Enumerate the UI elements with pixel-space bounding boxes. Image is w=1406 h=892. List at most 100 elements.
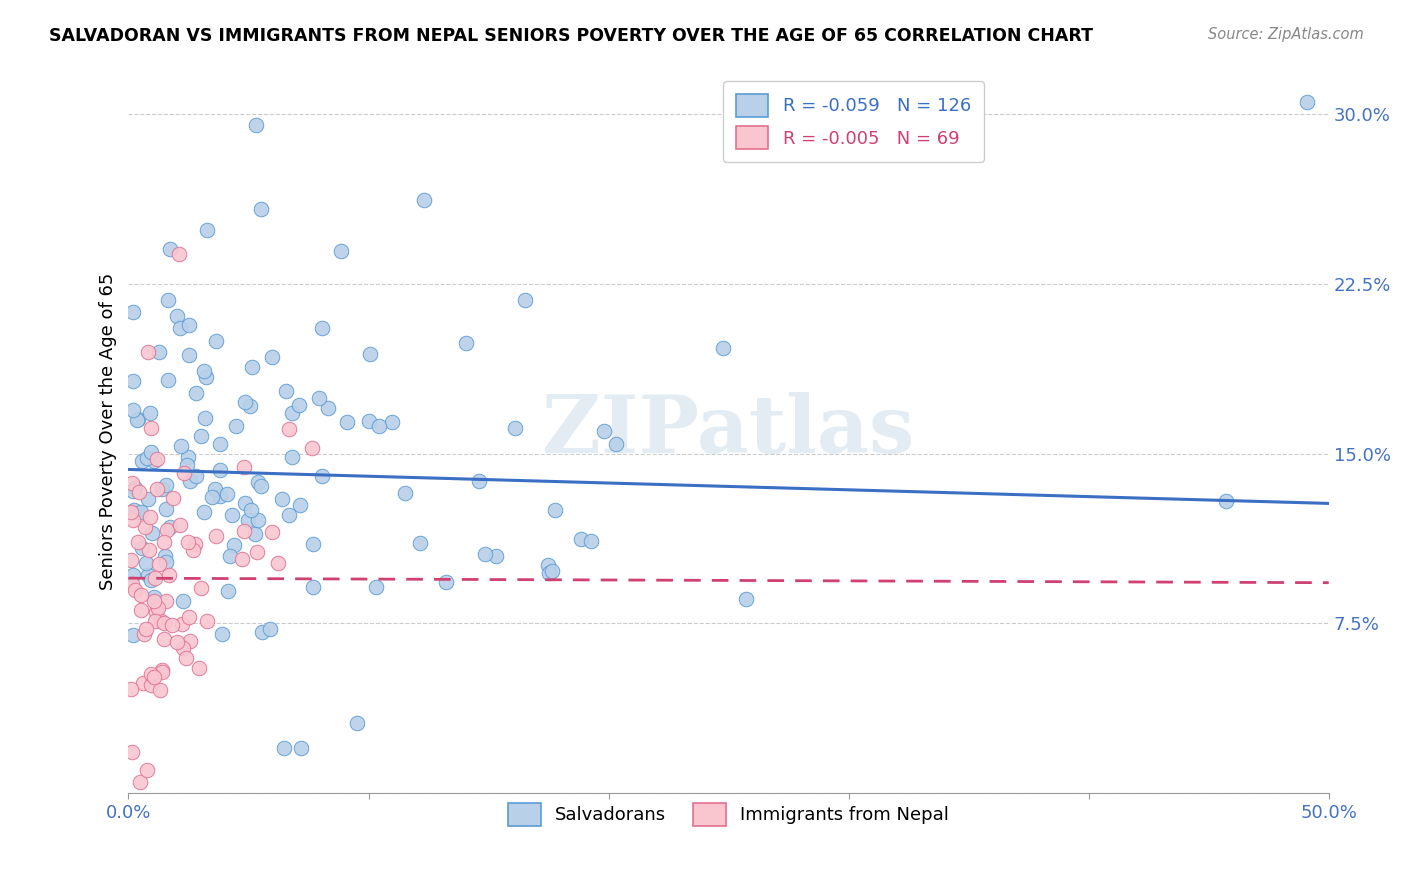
Point [134,520,156,534]
Point [537,558,560,572]
Point [778,141,800,155]
Point [136,491,159,506]
Point [136,344,159,359]
Text: SALVADORAN VS IMMIGRANTS FROM NEPAL SENIORS POVERTY OVER THE AGE OF 65 CORRELATI: SALVADORAN VS IMMIGRANTS FROM NEPAL SENI… [49,27,1094,45]
Point [287,399,309,413]
Point [301,537,323,551]
Y-axis label: Seniors Poverty Over the Age of 65: Seniors Poverty Over the Age of 65 [100,272,117,590]
Point [172,594,194,608]
Point [190,582,212,596]
Point [149,683,172,698]
Point [155,593,177,607]
Point [195,223,218,237]
Point [122,374,145,388]
Point [232,524,254,538]
Point [569,532,592,546]
Point [155,478,177,492]
Point [153,549,176,564]
Point [138,568,160,582]
Point [225,419,247,434]
Point [131,541,153,555]
Point [121,745,143,759]
Point [139,666,162,681]
Point [122,503,145,517]
Point [139,445,162,459]
Point [249,202,271,216]
Point [503,420,526,434]
Point [394,486,416,500]
Point [122,628,145,642]
Point [222,538,245,552]
Point [605,437,627,451]
Point [153,632,176,646]
Point [366,580,388,594]
Point [153,615,176,630]
Point [179,634,201,648]
Point [201,490,224,504]
Point [1296,95,1319,110]
Point [184,537,207,551]
Point [409,536,432,550]
Point [128,485,150,500]
Point [278,508,301,522]
Point [129,603,152,617]
Point [311,321,333,335]
Point [121,577,143,591]
Point [195,614,218,628]
Point [208,490,231,504]
Point [131,454,153,468]
Point [127,505,149,519]
Point [592,424,614,438]
Point [155,555,177,569]
Point [120,505,142,519]
Point [122,402,145,417]
Point [239,502,262,516]
Point [170,616,193,631]
Point [217,487,239,501]
Point [240,360,263,375]
Point [734,592,756,607]
Point [143,594,166,608]
Point [290,741,312,756]
Point [122,483,145,498]
Point [125,413,148,427]
Point [238,513,260,527]
Point [146,452,169,467]
Point [485,549,508,563]
Point [318,401,340,416]
Point [245,118,267,132]
Point [184,386,207,401]
Point [148,558,170,572]
Point [157,293,180,307]
Point [247,513,270,527]
Point [239,400,262,414]
Point [169,321,191,335]
Point [136,450,159,465]
Point [141,574,163,588]
Point [129,775,152,789]
Point [288,498,311,512]
Point [250,479,273,493]
Point [177,535,200,549]
Point [233,496,256,510]
Point [271,492,294,507]
Point [579,533,602,548]
Point [278,422,301,436]
Point [474,547,496,561]
Point [434,574,457,589]
Point [205,529,228,543]
Point [120,681,142,696]
Point [170,440,193,454]
Point [246,545,269,559]
Text: Source: ZipAtlas.com: Source: ZipAtlas.com [1208,27,1364,42]
Point [209,436,232,450]
Point [148,345,170,359]
Point [330,244,353,259]
Point [135,556,157,570]
Point [174,651,197,665]
Point [513,293,536,307]
Point [543,502,565,516]
Point [205,334,228,349]
Point [166,309,188,323]
Point [135,622,157,636]
